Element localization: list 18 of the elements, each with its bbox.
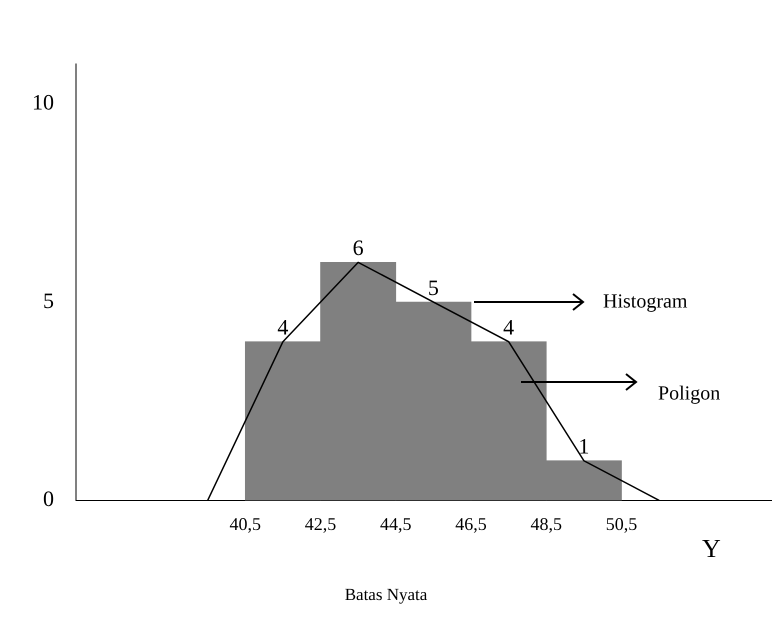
data-label: 1 bbox=[578, 434, 590, 459]
x-tick-label: 44,5 bbox=[380, 514, 412, 534]
x-tick-label: 46,5 bbox=[455, 514, 487, 534]
x-tick-label: 40,5 bbox=[230, 514, 262, 534]
y-tick-label: 5 bbox=[43, 288, 54, 313]
y-tick-label: 0 bbox=[43, 486, 54, 512]
text: Y bbox=[702, 534, 721, 564]
x-axis-title: Batas Nyata bbox=[344, 585, 428, 605]
data-label: 4 bbox=[503, 314, 514, 340]
x-tick-label: 50,5 bbox=[606, 514, 638, 534]
x-tick-label: 48,5 bbox=[530, 514, 562, 534]
data-label: 5 bbox=[428, 274, 439, 300]
x-tick-label: 42,5 bbox=[304, 514, 336, 534]
data-label: 4 bbox=[277, 314, 288, 340]
annotation: Poligon bbox=[658, 382, 720, 405]
annotation: Histogram bbox=[603, 290, 688, 312]
y-tick-label: 10 bbox=[32, 89, 54, 114]
data-label: 6 bbox=[352, 235, 364, 260]
